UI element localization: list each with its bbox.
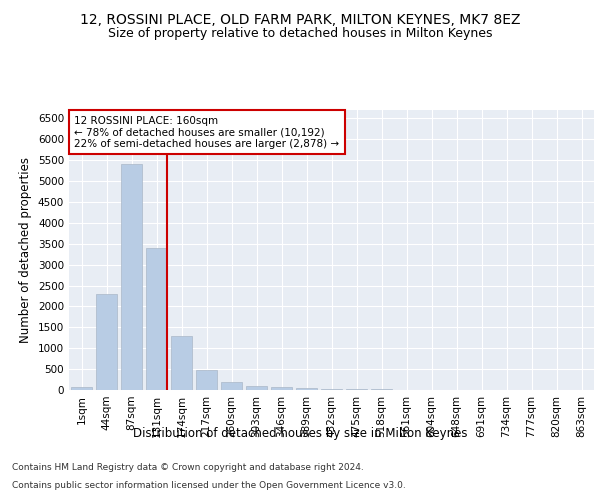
Bar (196, 370, 217, 390)
Text: Contains public sector information licensed under the Open Government Licence v3: Contains public sector information licen… (12, 481, 406, 490)
Bar (271, 387, 292, 390)
Text: 12 ROSSINI PLACE: 160sqm
← 78% of detached houses are smaller (10,192)
22% of se: 12 ROSSINI PLACE: 160sqm ← 78% of detach… (74, 116, 340, 149)
Bar (296, 388, 317, 390)
Bar (96, 294, 117, 390)
Bar (146, 248, 167, 390)
Bar (71, 387, 92, 390)
Y-axis label: Number of detached properties: Number of detached properties (19, 157, 32, 343)
Bar (221, 382, 242, 390)
Bar (121, 164, 142, 390)
Bar (246, 386, 267, 390)
Text: Size of property relative to detached houses in Milton Keynes: Size of property relative to detached ho… (108, 28, 492, 40)
Bar (171, 336, 192, 390)
Bar (321, 388, 342, 390)
Text: Distribution of detached houses by size in Milton Keynes: Distribution of detached houses by size … (133, 428, 467, 440)
Text: Contains HM Land Registry data © Crown copyright and database right 2024.: Contains HM Land Registry data © Crown c… (12, 464, 364, 472)
Text: 12, ROSSINI PLACE, OLD FARM PARK, MILTON KEYNES, MK7 8EZ: 12, ROSSINI PLACE, OLD FARM PARK, MILTON… (80, 12, 520, 26)
Bar (346, 389, 367, 390)
